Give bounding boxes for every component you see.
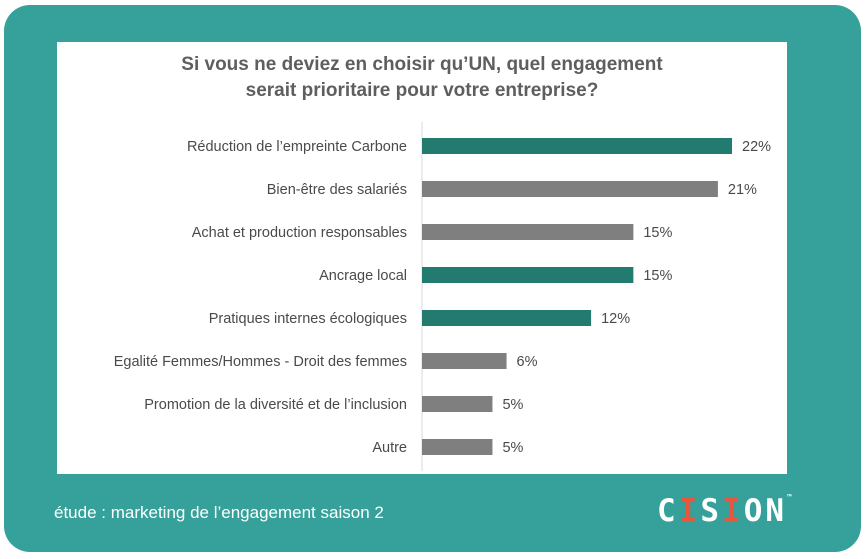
footer-caption: étude : marketing de l’engagement saison… — [54, 503, 384, 522]
bar-chart: Réduction de l’empreinte Carbone 22% Bien-… — [114, 122, 771, 471]
category-label: Achat et production responsables — [192, 225, 407, 241]
category-label: Promotion de la diversité et de l’inclus… — [144, 397, 407, 413]
chart-title: Si vous ne deviez en choisir qu’UN, quel… — [57, 52, 787, 104]
bar — [422, 353, 507, 369]
value-label: 5% — [502, 397, 523, 413]
bar — [422, 267, 634, 283]
category-label: Autre — [372, 440, 407, 456]
value-label: 21% — [728, 182, 757, 198]
value-label: 22% — [742, 139, 771, 155]
value-label: 15% — [643, 225, 672, 241]
logo-trademark: ™ — [787, 493, 792, 502]
chart-panel: Si vous ne deviez en choisir qu’UN, quel… — [57, 42, 787, 474]
logo-letter: I — [678, 493, 701, 529]
chart-title-line-2: serait prioritaire pour votre entreprise… — [245, 80, 599, 101]
logo-letter: I — [722, 493, 744, 529]
category-label: Pratiques internes écologiques — [209, 311, 407, 327]
chart-title-line-1: Si vous ne deviez en choisir qu’UN, quel… — [181, 54, 663, 75]
bar — [422, 138, 732, 154]
bar — [422, 310, 592, 326]
value-label: 5% — [502, 440, 523, 456]
category-label: Réduction de l’empreinte Carbone — [187, 139, 407, 155]
value-label: 6% — [517, 354, 538, 370]
value-label: 15% — [643, 268, 672, 284]
category-label: Egalité Femmes/Hommes - Droit des femmes — [114, 354, 407, 370]
logo-text: CISION — [657, 493, 787, 529]
logo-letter: S — [700, 493, 723, 529]
value-label: 12% — [601, 311, 630, 327]
logo-letter: N — [765, 493, 788, 529]
category-label: Ancrage local — [319, 268, 407, 284]
bar — [422, 396, 493, 412]
logo-letter: O — [743, 493, 766, 529]
logo-letter: C — [657, 493, 679, 529]
bar — [422, 439, 493, 455]
bar — [422, 181, 718, 197]
category-label: Bien-être des salariés — [267, 182, 407, 198]
bar — [422, 224, 634, 240]
cision-logo: CISION™ — [657, 493, 792, 529]
